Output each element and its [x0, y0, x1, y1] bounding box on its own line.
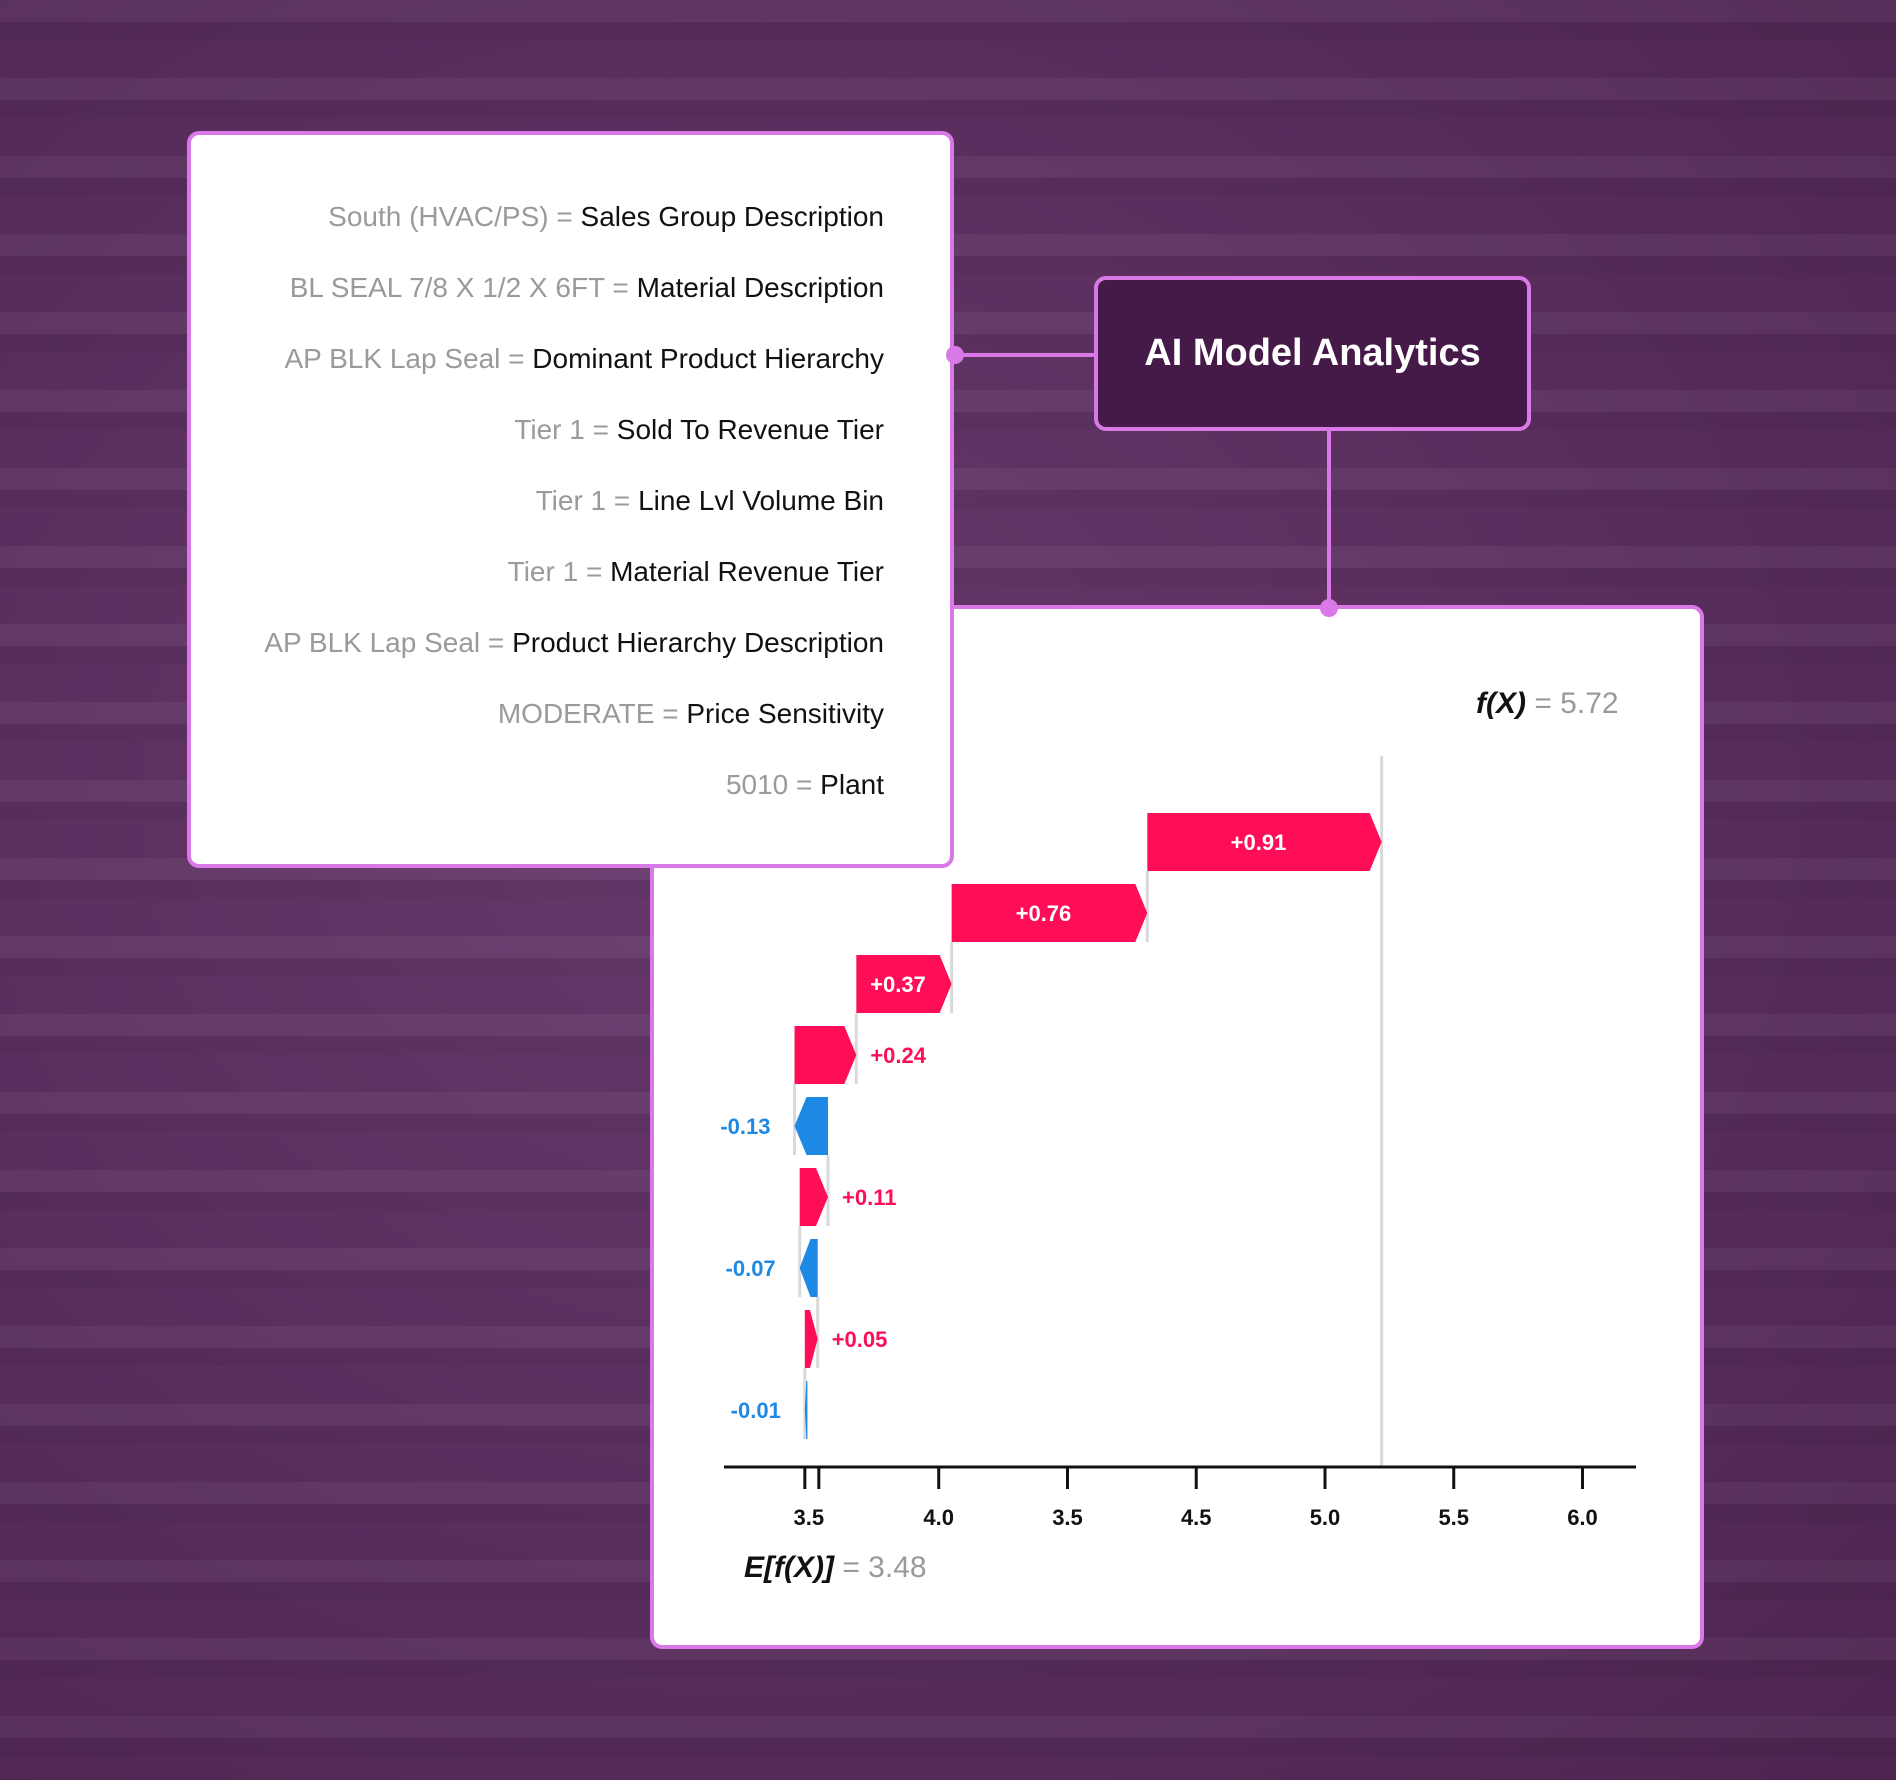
feature-name: Product Hierarchy Description: [512, 627, 884, 658]
feature-row: AP BLK Lap Seal = Product Hierarchy Desc…: [264, 625, 884, 661]
feature-value: Tier 1: [507, 556, 579, 587]
bar-value-label: +0.24: [870, 1043, 926, 1068]
feature-name: Dominant Product Hierarchy: [532, 343, 884, 374]
bar-value-label: +0.11: [842, 1185, 896, 1210]
positive-bar: [856, 955, 952, 1013]
equals-sign: =: [788, 769, 821, 800]
x-axis-tick-label: 6.0: [1567, 1505, 1598, 1530]
feature-name: Plant: [820, 769, 884, 800]
positive-bar: [799, 1168, 829, 1226]
positive-bar: [804, 1310, 818, 1368]
feature-name: Material Revenue Tier: [610, 556, 884, 587]
x-axis-tick-label: 5.0: [1310, 1505, 1341, 1530]
equals-sign: =: [480, 627, 513, 658]
x-axis-tick-label: 3.5: [794, 1505, 825, 1530]
feature-name: Sold To Revenue Tier: [616, 414, 884, 445]
bar-value-label: +0.05: [832, 1327, 888, 1352]
model-title: AI Model Analytics: [1144, 332, 1481, 374]
connector-dot-features: [946, 346, 964, 364]
feature-name: Sales Group Description: [580, 201, 884, 232]
feature-value: AP BLK Lap Seal: [284, 343, 501, 374]
negative-bar: [804, 1381, 808, 1439]
feature-value: South (HVAC/PS): [328, 201, 549, 232]
feature-value: BL SEAL 7/8 X 1/2 X 6FT: [289, 272, 605, 303]
bar-value-label: +0.91: [1231, 830, 1287, 855]
negative-bar: [794, 1097, 829, 1155]
equals-sign: =: [500, 343, 533, 374]
connector-model-to-chart: [1327, 429, 1331, 607]
feature-row: South (HVAC/PS) = Sales Group Descriptio…: [328, 199, 884, 235]
feature-row: 5010 = Plant: [726, 767, 884, 803]
equals-sign: =: [606, 485, 639, 516]
bar-value-label: -0.07: [726, 1256, 776, 1281]
positive-bar: [951, 884, 1148, 942]
x-axis-tick-label: 4.0: [923, 1505, 954, 1530]
base-value-symbol: E[f(X)]: [744, 1551, 834, 1584]
feature-row: MODERATE = Price Sensitivity: [498, 696, 884, 732]
negative-bar: [799, 1239, 818, 1297]
bar-value-label: +0.76: [1016, 901, 1072, 926]
equals-sign: =: [604, 272, 637, 303]
feature-row: Tier 1 = Line Lvl Volume Bin: [536, 483, 884, 519]
base-value-value: = 3.48: [833, 1551, 927, 1584]
feature-value: AP BLK Lap Seal: [264, 627, 481, 658]
equals-sign: =: [584, 414, 617, 445]
feature-row: AP BLK Lap Seal = Dominant Product Hiera…: [285, 341, 885, 377]
bar-value-label: -0.01: [731, 1398, 781, 1423]
equals-sign: =: [548, 201, 581, 232]
feature-name: Line Lvl Volume Bin: [638, 485, 884, 516]
prediction-value: = 5.72: [1525, 687, 1619, 720]
feature-value: MODERATE: [497, 698, 655, 729]
feature-row: Tier 1 = Sold To Revenue Tier: [514, 412, 884, 448]
feature-name: Price Sensitivity: [686, 698, 884, 729]
feature-value: 5010: [725, 769, 789, 800]
connector-dot-chart: [1320, 599, 1338, 617]
feature-value: Tier 1: [535, 485, 607, 516]
waterfall-chart: +0.91 +0.76 +0.37 +0.24 -0.13 +0.11 -0.07 +0.05…: [720, 756, 1636, 1530]
x-axis-tick-label: 4.5: [1181, 1505, 1212, 1530]
prediction-label: f(X) = 5.72: [1476, 687, 1619, 721]
feature-name: Material Description: [636, 272, 884, 303]
x-axis-tick-label: 3.5: [1052, 1505, 1083, 1530]
equals-sign: =: [578, 556, 611, 587]
positive-bar: [1147, 813, 1382, 871]
bar-value-label: -0.13: [720, 1114, 770, 1139]
connector-features-to-model: [954, 353, 1096, 357]
base-value-label: E[f(X)] = 3.48: [744, 1551, 927, 1585]
equals-sign: =: [654, 698, 687, 729]
x-axis-tick-label: 5.5: [1438, 1505, 1469, 1530]
feature-value: Tier 1: [514, 414, 585, 445]
model-title-box: AI Model Analytics: [1094, 276, 1531, 431]
feature-row: BL SEAL 7/8 X 1/2 X 6FT = Material Descr…: [290, 270, 884, 306]
bar-value-label: +0.37: [870, 972, 926, 997]
feature-list-panel: South (HVAC/PS) = Sales Group Descriptio…: [187, 131, 954, 868]
positive-bar: [794, 1026, 857, 1084]
prediction-symbol: f(X): [1476, 687, 1526, 720]
feature-row: Tier 1 = Material Revenue Tier: [508, 554, 884, 590]
